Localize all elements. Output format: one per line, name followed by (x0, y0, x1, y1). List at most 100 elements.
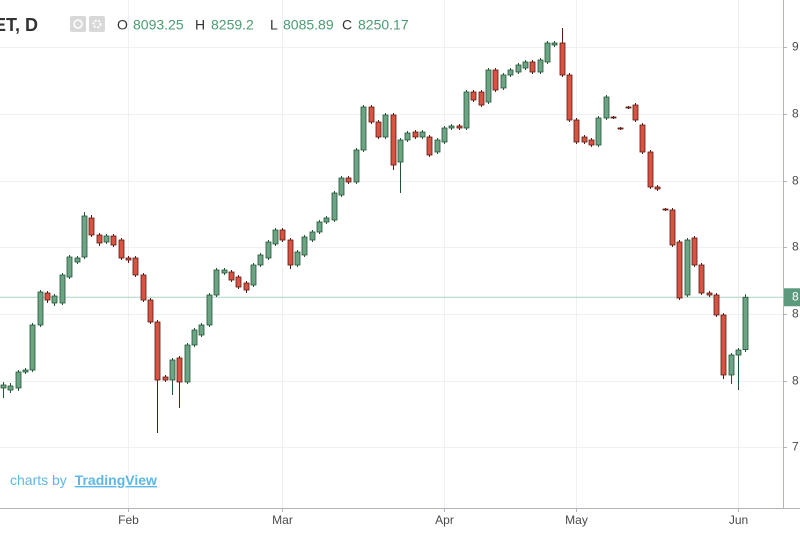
candle-body (426, 136, 433, 156)
y-tick-label: 8 (792, 174, 799, 188)
candle-body (698, 264, 705, 294)
candle-body (390, 114, 397, 166)
candle-body (588, 139, 595, 146)
candle-body (728, 354, 735, 376)
candle-body (338, 177, 345, 196)
candle-body (566, 74, 573, 121)
candle-body (684, 239, 691, 296)
last-price-box (784, 288, 800, 307)
candle-body (551, 42, 558, 46)
candle-body (147, 299, 154, 323)
candle-body (184, 344, 191, 383)
candle-body (375, 121, 382, 138)
candle-body (529, 61, 536, 73)
candle-body (507, 69, 514, 76)
eye-icon[interactable] (70, 16, 86, 32)
candle-body (706, 292, 713, 296)
candle-body (74, 257, 81, 263)
candle-body (257, 254, 264, 266)
candle-body (470, 91, 477, 101)
candle-body (169, 359, 176, 381)
x-tick-label: Apr (435, 513, 454, 527)
ohlc-value: 8093.25 (133, 17, 184, 33)
candle-body (662, 208, 669, 211)
candle-body (51, 295, 58, 304)
candle-body (81, 215, 88, 258)
candle-body (206, 294, 213, 326)
axes: 9 8 8 8 8 8 7 Feb Mar Apr May Jun 8 (118, 40, 800, 527)
last-price-label: 8 (792, 289, 799, 303)
candle-body (162, 376, 169, 381)
candle-body (669, 209, 676, 246)
ohlc-label: C (342, 17, 352, 33)
candle-body (603, 96, 610, 119)
candle-body (456, 125, 463, 129)
candle-body (544, 42, 551, 63)
x-tick-label: May (565, 513, 588, 527)
candle-body (294, 251, 301, 266)
candle-body (654, 186, 661, 190)
ohlc-header: O 8093.25 H 8259.2 L 8085.89 C 8250.17 (117, 17, 409, 33)
candle-body (485, 69, 492, 103)
candles (0, 28, 749, 433)
candle-body (132, 257, 139, 276)
candle-body (441, 127, 448, 143)
candle-body (235, 276, 242, 288)
symbol-title: ET, D (0, 15, 38, 35)
candle-body (595, 117, 602, 146)
candle-body (559, 42, 566, 76)
candle-body (0, 384, 7, 389)
candle-body (279, 229, 286, 241)
candle-body (103, 235, 110, 243)
candle-body (412, 131, 419, 138)
eye-icon-glyph (73, 19, 83, 29)
candle-body (625, 106, 632, 109)
ohlc-label: L (270, 17, 278, 33)
y-tick-label: 7 (792, 440, 799, 454)
candle-body (448, 125, 455, 129)
candle-body (573, 119, 580, 143)
candle-body (88, 217, 95, 236)
settings-icon[interactable] (89, 16, 105, 32)
candle-body (463, 91, 470, 129)
candle-body (125, 257, 132, 261)
y-tick-label: 8 (792, 374, 799, 388)
candle-body (691, 237, 698, 266)
watermark: charts by TradingView (10, 472, 157, 488)
candle-body (397, 139, 404, 163)
y-tick-label: 8 (792, 240, 799, 254)
candle-body (735, 349, 742, 356)
y-tick-label: 8 (792, 307, 799, 321)
candle-body (228, 271, 235, 281)
candle-body (213, 269, 220, 296)
candle-body (243, 282, 250, 291)
candle-body (59, 274, 66, 304)
candle-body (522, 61, 529, 69)
candle-body (353, 149, 360, 183)
candle-body (15, 371, 22, 389)
candle-body (176, 357, 183, 383)
candle-body (265, 241, 272, 259)
candle-body (323, 217, 330, 223)
candle-body (154, 321, 161, 381)
candle-body (713, 294, 720, 316)
ohlc-label: H (195, 17, 205, 33)
candle-body (301, 236, 308, 256)
x-tick-label: Mar (272, 513, 293, 527)
candle-body (66, 256, 73, 278)
candle-body (7, 385, 14, 391)
ohlc-label: O (117, 17, 128, 33)
candle-body (221, 269, 228, 274)
candle-body (537, 59, 544, 73)
candle-body (610, 116, 617, 119)
candle-body (29, 324, 36, 371)
candle-body (368, 106, 375, 123)
candle-body (37, 291, 44, 326)
candle-body (118, 239, 125, 259)
candle-body (632, 104, 639, 121)
candle-body (500, 74, 507, 89)
candle-body (331, 192, 338, 221)
watermark-link[interactable]: TradingView (75, 472, 157, 488)
candle-body (309, 231, 316, 241)
watermark-prefix: charts by (10, 472, 67, 488)
